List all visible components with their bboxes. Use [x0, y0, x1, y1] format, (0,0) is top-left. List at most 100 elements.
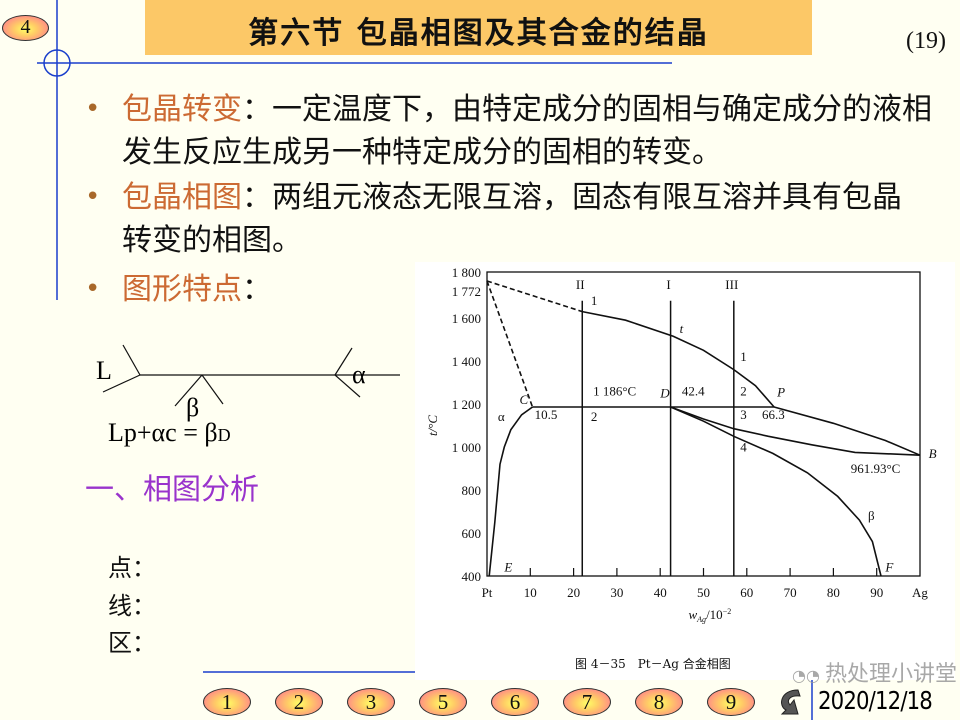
section-heading: 一、相图分析 [85, 472, 260, 506]
diagram-annotation: 42.4 [682, 383, 705, 398]
diagram-annotation: 2 [740, 383, 747, 398]
curve-liquidus [582, 310, 775, 408]
title-bar: 第六节 包晶相图及其合金的结晶 [145, 0, 812, 55]
alloy-line-label: I [666, 277, 670, 292]
diagram-annotation: B [929, 446, 937, 461]
bullet-dot-icon: • [85, 274, 101, 304]
diagram-annotation: 4 [740, 439, 747, 454]
bullet-keyword: 图形特点 [122, 272, 242, 307]
equation-subscript: D [217, 425, 231, 445]
nav-button-7[interactable]: 7 [563, 688, 611, 716]
y-tick-label: 400 [462, 569, 482, 584]
x-tick-label: 10 [524, 585, 537, 600]
curve-beta-solvus [670, 406, 882, 577]
label-L: L [96, 356, 112, 385]
phase-diagram-figure: 1 800 1 772 1 600 1 400 1 200 1 000 800 600 400 P… [415, 262, 955, 680]
x-axis-label-part: −2 [723, 607, 732, 616]
equation-text: Lp+αc = β [108, 418, 218, 447]
nav-button-3[interactable]: 3 [347, 688, 395, 716]
page-title: 第六节 包晶相图及其合金的结晶 [248, 16, 709, 51]
bullet-peritectic-diagram: • 包晶相图：两组元液态无限互溶，固态有限互溶并具有包晶转变的相图。 [85, 176, 935, 266]
y-tick-label: 1 200 [452, 397, 481, 412]
diagram-annotation: P [776, 384, 785, 399]
nav-button-9[interactable]: 9 [707, 688, 755, 716]
x-axis-label-part: /10 [706, 607, 723, 622]
reaction-equation: Lp+αc = βD [108, 418, 231, 448]
curve-liquidus-dashed [486, 280, 583, 313]
diagram-annotation: 2 [591, 409, 598, 424]
x-tick-label: 70 [784, 585, 797, 600]
bullet-dot-icon: • [85, 182, 101, 212]
diagram-annotation: 961.93°C [851, 461, 901, 476]
diagram-annotation: C [519, 392, 528, 407]
diagram-annotation: 3 [740, 407, 747, 422]
y-axis-label: t/°C [425, 415, 440, 436]
diagram-annotation: 1 [740, 349, 747, 364]
curve-alpha-solvus [488, 406, 533, 577]
return-arrow-icon[interactable] [772, 686, 806, 718]
curve-alpha-solidus-dashed [486, 280, 534, 408]
nav-button-8[interactable]: 8 [635, 688, 683, 716]
x-tick-label: 20 [567, 585, 580, 600]
nav-button-5[interactable]: 5 [419, 688, 467, 716]
watermark-text: 热处理小讲堂 [825, 662, 958, 687]
label-alpha: α [352, 360, 366, 389]
x-tick-label: Pt [482, 585, 493, 600]
bullet-dot-icon: • [85, 94, 101, 124]
footer-date: 2020/12/18 [818, 686, 933, 715]
y-tick-label: 1 600 [452, 311, 481, 326]
x-tick-label: 80 [827, 585, 840, 600]
x-axis-label-part: w [689, 607, 698, 622]
diagram-annotation: α [498, 409, 505, 424]
y-tick-label: 800 [462, 483, 482, 498]
x-tick-label: 40 [654, 585, 667, 600]
item-regions: 区： [108, 629, 156, 657]
peritectic-schematic [102, 344, 400, 407]
x-tick-label: 30 [610, 585, 623, 600]
bullet-text: ：一定温度下，由特定成分的固相与确定成分的液相发生反应生成另一种特定成分的固相的… [122, 92, 932, 170]
wechat-icon: ◔◔ [792, 666, 826, 685]
diagram-annotation: D [659, 386, 670, 401]
diagram-annotation: 1 [591, 293, 598, 308]
slide-number: (19) [906, 28, 946, 54]
curve-beta-solidus [670, 406, 921, 456]
plot-frame [486, 271, 921, 577]
nav-button-1[interactable]: 1 [203, 688, 251, 716]
y-tick-label: 600 [462, 526, 482, 541]
diagram-annotation: F [884, 560, 894, 575]
alloy-line-label: III [725, 277, 738, 292]
x-tick-label: 60 [740, 585, 753, 600]
x-axis-label-part: Ag [696, 615, 706, 624]
diagram-annotation: 10.5 [535, 407, 558, 422]
diagram-annotation: 66.3 [762, 407, 785, 422]
figure-caption: 图 4－35 Pt－Ag 合金相图 [575, 656, 731, 671]
y-tick-label: 1 400 [452, 354, 481, 369]
nav-button-6[interactable]: 6 [491, 688, 539, 716]
item-lines: 线： [108, 592, 156, 620]
diagram-annotation: β [868, 508, 875, 523]
curve-liquidus-right [773, 406, 921, 456]
x-tick-label: 90 [870, 585, 883, 600]
bullet-keyword: 包晶转变 [122, 92, 242, 127]
y-tick-label: 1 000 [452, 440, 481, 455]
bullet-text: ：两组元液态无限互溶，固态有限互溶并具有包晶转变的相图。 [122, 180, 902, 258]
x-tick-label: Ag [912, 585, 928, 600]
label-beta: β [186, 393, 200, 422]
alloy-line-label: II [576, 277, 585, 292]
nav-button-2[interactable]: 2 [275, 688, 323, 716]
y-tick-label: 1 800 [452, 265, 481, 280]
x-tick-label: 50 [697, 585, 710, 600]
page-badge[interactable]: 4 [2, 15, 49, 41]
y-tick-label: 1 772 [452, 284, 481, 299]
bullet-text: ： [242, 272, 272, 307]
watermark: ◔◔ 热处理小讲堂 [792, 656, 957, 688]
diagram-annotation: E [503, 560, 512, 575]
item-points: 点： [108, 554, 156, 582]
bullet-features: • 图形特点： [85, 268, 405, 313]
diagram-annotation: t [680, 321, 684, 336]
bullet-peritectic-transformation: • 包晶转变：一定温度下，由特定成分的固相与确定成分的液相发生反应生成另一种特定… [85, 88, 935, 178]
bullet-keyword: 包晶相图 [122, 180, 242, 215]
x-axis-label: wAg/10−2 [689, 607, 732, 624]
